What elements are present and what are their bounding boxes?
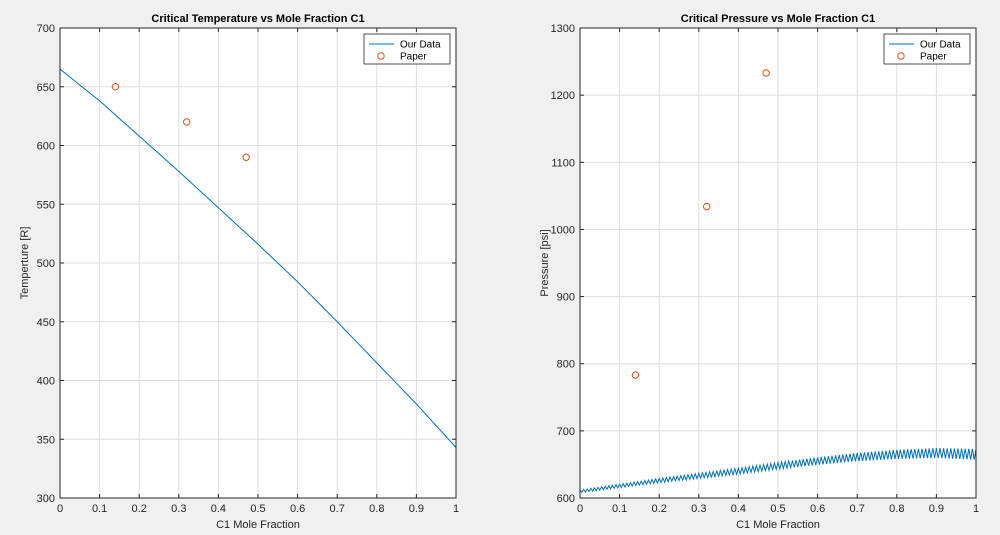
pressure-chart: 0 0.1 0.2 0.3 0.4 0.5 0.6 0.7 0.8 0.9 1 600 700 800 90… xyxy=(539,13,979,531)
x-tick-label: 0.5 xyxy=(770,503,785,515)
y-tick-label: 650 xyxy=(37,82,55,94)
x-tick-label: 0.8 xyxy=(369,503,384,515)
y-tick-label: 800 xyxy=(557,359,575,371)
y-axis-label: Temperture [R] xyxy=(19,227,31,300)
x-tick-label: 0.1 xyxy=(612,503,627,515)
temperature-chart: 0 0.1 0.2 0.3 0.4 0.5 0.6 0.7 0.8 0.9 1 300 350 400 45… xyxy=(19,13,459,531)
y-tick-label: 1000 xyxy=(551,224,575,236)
legend-entry-label: Our Data xyxy=(400,40,441,51)
x-tick-label: 0.4 xyxy=(211,503,226,515)
legend-entry-label: Paper xyxy=(920,52,947,63)
y-axis-label: Pressure [psi] xyxy=(539,229,551,296)
x-tick-label: 0.1 xyxy=(92,503,107,515)
y-tick-label: 600 xyxy=(557,493,575,505)
y-tick-label: 900 xyxy=(557,292,575,304)
x-tick-label: 0.2 xyxy=(652,503,667,515)
y-tick-label: 700 xyxy=(557,426,575,438)
y-tick-label: 300 xyxy=(37,493,55,505)
x-tick-label: 0 xyxy=(57,503,63,515)
x-tick-label: 0.3 xyxy=(171,503,186,515)
y-tick-label: 400 xyxy=(37,376,55,388)
x-tick-label: 0.5 xyxy=(250,503,265,515)
x-tick-label: 0.6 xyxy=(290,503,305,515)
x-tick-label: 1 xyxy=(973,503,979,515)
x-tick-label: 0.6 xyxy=(810,503,825,515)
x-tick-label: 0.7 xyxy=(850,503,865,515)
y-tick-label: 450 xyxy=(37,317,55,329)
chart-title: Critical Temperature vs Mole Fraction C1 xyxy=(151,13,364,25)
y-tick-label: 550 xyxy=(37,199,55,211)
y-tick-label: 500 xyxy=(37,258,55,270)
y-tick-label: 1200 xyxy=(551,90,575,102)
x-tick-label: 0.7 xyxy=(330,503,345,515)
y-tick-label: 1300 xyxy=(551,23,575,35)
legend-entry-label: Paper xyxy=(400,52,427,63)
y-tick-label: 350 xyxy=(37,434,55,446)
y-tick-label: 600 xyxy=(37,141,55,153)
chart-title: Critical Pressure vs Mole Fraction C1 xyxy=(681,13,875,25)
y-tick-label: 700 xyxy=(37,23,55,35)
x-tick-label: 0.8 xyxy=(889,503,904,515)
x-tick-label: 0.9 xyxy=(409,503,424,515)
x-tick-label: 1 xyxy=(453,503,459,515)
x-tick-label: 0.9 xyxy=(929,503,944,515)
legend-entry-label: Our Data xyxy=(920,40,961,51)
x-tick-label: 0.2 xyxy=(132,503,147,515)
x-tick-label: 0.3 xyxy=(691,503,706,515)
x-tick-label: 0 xyxy=(577,503,583,515)
y-tick-label: 1100 xyxy=(551,157,575,169)
x-tick-label: 0.4 xyxy=(731,503,746,515)
x-axis-label: C1 Mole Fraction xyxy=(736,519,820,531)
x-axis-label: C1 Mole Fraction xyxy=(216,519,300,531)
